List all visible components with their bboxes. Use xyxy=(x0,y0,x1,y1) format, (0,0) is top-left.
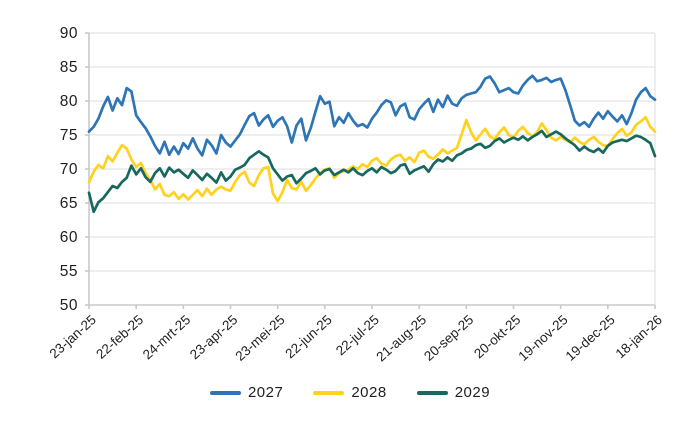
x-tick-label-2: 24-mrt-25 xyxy=(140,312,194,362)
axes xyxy=(85,32,656,309)
y-tick-label-55: 55 xyxy=(60,263,78,280)
legend: 2027 2028 2029 xyxy=(0,384,700,401)
y-tick-label-50: 50 xyxy=(60,297,78,314)
legend-swatch-2028 xyxy=(313,390,345,395)
series-lines xyxy=(87,74,657,214)
y-tick-label-65: 65 xyxy=(60,195,78,212)
x-tick-label-0: 23-jan-25 xyxy=(47,312,99,361)
x-tick-label-5: 22-jun-25 xyxy=(282,312,334,361)
legend-label-2029: 2029 xyxy=(454,384,491,401)
legend-label-2028: 2028 xyxy=(351,384,387,401)
legend-label-2027: 2027 xyxy=(247,384,284,401)
legend-swatch-2027 xyxy=(209,390,241,395)
y-tick-label-75: 75 xyxy=(60,127,78,144)
x-tick-label-10: 19-nov-25 xyxy=(515,312,570,364)
x-tick-label-1: 22-feb-25 xyxy=(93,312,146,362)
x-tick-label-3: 23-apr-25 xyxy=(187,312,241,362)
series-line-2028 xyxy=(87,115,657,203)
x-tick-label-4: 23-mei-25 xyxy=(232,312,287,364)
y-tick-label-85: 85 xyxy=(60,59,78,76)
y-tick-label-90: 90 xyxy=(60,25,78,42)
series-line-2027 xyxy=(87,74,657,157)
line-chart: 90 85 80 75 70 65 60 55 50 23-jan-2522-feb-2524-… xyxy=(47,25,665,364)
legend-item-2029: 2029 xyxy=(416,384,491,401)
y-tick-label-60: 60 xyxy=(60,229,78,246)
x-axis-labels: 23-jan-2522-feb-2524-mrt-2523-apr-2523-m… xyxy=(47,312,665,364)
x-tick-label-11: 19-dec-25 xyxy=(563,312,618,364)
x-tick-label-8: 20-sep-25 xyxy=(421,312,476,364)
series-line-2029 xyxy=(87,129,657,214)
y-axis-labels: 90 85 80 75 70 65 60 55 50 xyxy=(60,25,78,314)
y-tick-label-70: 70 xyxy=(60,161,78,178)
legend-item-2027: 2027 xyxy=(209,384,284,401)
legend-item-2028: 2028 xyxy=(313,384,386,401)
legend-swatch-2029 xyxy=(416,390,448,395)
y-tick-label-80: 80 xyxy=(60,93,78,110)
x-tick-label-7: 21-aug-25 xyxy=(373,312,429,364)
x-tick-label-12: 18-jan-26 xyxy=(613,312,665,361)
